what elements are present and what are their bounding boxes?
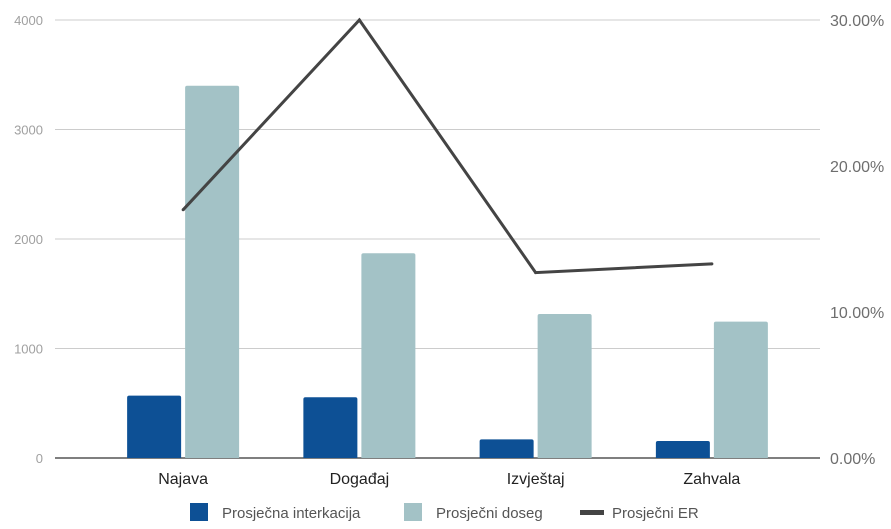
line-series-er: [182, 17, 712, 275]
category-label: Izvještaj: [507, 471, 565, 488]
left-tick-label: 4000: [14, 13, 43, 28]
bars: [127, 85, 768, 458]
right-tick-label: 30.00%: [830, 13, 884, 30]
bar-doseg: [185, 85, 240, 458]
legend-label: Prosječni ER: [612, 505, 699, 522]
right-tick-label: 0.00%: [830, 451, 875, 468]
legend-label: Prosječni doseg: [436, 505, 543, 522]
legend-label: Prosječna interkacija: [222, 505, 361, 522]
category-label: Događaj: [330, 471, 390, 488]
legend: Prosječna interkacija Prosječni doseg Pros…: [190, 503, 699, 522]
line-point: [534, 271, 538, 275]
bar-doseg: [361, 253, 416, 458]
legend-swatch: [580, 510, 604, 515]
left-axis-ticks: 0 1000 2000 3000 4000: [14, 13, 43, 466]
bar-doseg: [713, 321, 768, 458]
bar-doseg: [537, 314, 592, 458]
right-tick-label: 20.00%: [830, 159, 884, 176]
line-point: [710, 262, 714, 266]
left-tick-label: 2000: [14, 232, 43, 247]
legend-swatch: [190, 503, 208, 521]
line-point: [357, 18, 361, 22]
left-tick-label: 3000: [14, 123, 43, 138]
category-label: Zahvala: [683, 471, 740, 488]
gridlines: [55, 19, 820, 459]
category-label: Najava: [158, 471, 208, 488]
category-labels: Najava Događaj Izvještaj Zahvala: [158, 471, 740, 488]
bar-interakcija: [479, 439, 534, 458]
bar-interakcija: [655, 441, 710, 458]
line-point: [181, 208, 185, 212]
left-tick-label: 1000: [14, 342, 43, 357]
bar-interakcija: [303, 397, 358, 458]
legend-swatch: [404, 503, 422, 521]
left-tick-label: 0: [36, 451, 43, 466]
bar-interakcija: [127, 395, 182, 458]
right-tick-label: 10.00%: [830, 305, 884, 322]
right-axis-ticks: 0.00% 10.00% 20.00% 30.00%: [830, 13, 884, 468]
er-line: [181, 17, 714, 275]
